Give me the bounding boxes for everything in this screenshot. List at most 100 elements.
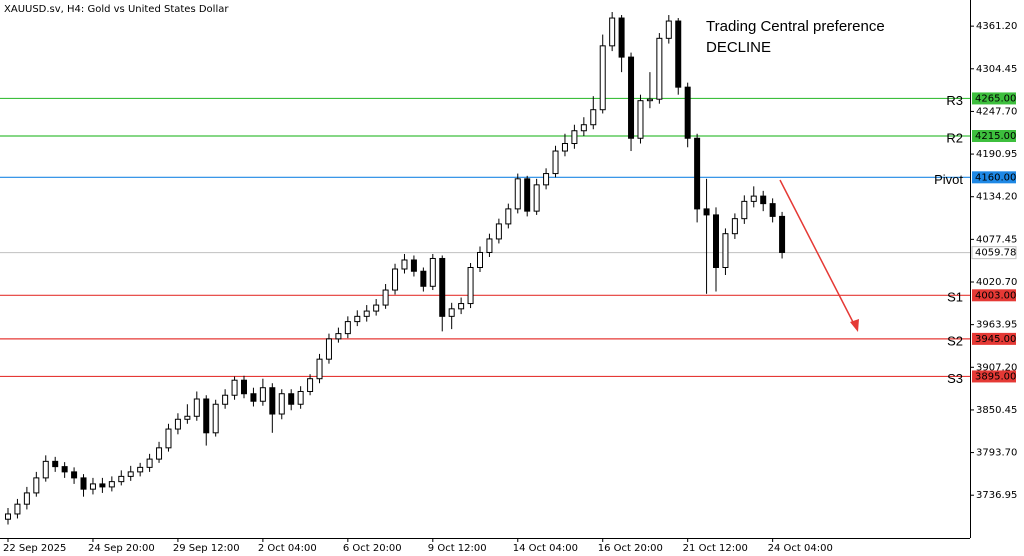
candle-body [392,268,399,291]
candle-body [590,109,597,126]
candle-body [344,321,351,335]
candle-body [458,303,465,310]
candle-body [42,460,49,479]
candle-body [212,403,219,434]
level-name: S2 [947,333,963,348]
candle-body [741,200,748,220]
candle-body [524,178,531,212]
candle-body [448,308,455,317]
candle-body [609,17,616,47]
candle-body [543,173,550,186]
x-tick-label: 14 Oct 04:00 [513,543,578,554]
candle-body [779,215,786,253]
candle-body [335,333,342,340]
candle-body [118,475,125,483]
candle-body [514,178,521,210]
x-tick-label: 21 Oct 12:00 [683,543,748,554]
candle-body [684,86,691,139]
level-value-box [972,289,1016,302]
level-name: R3 [946,93,963,108]
candle-body [486,238,493,253]
candle-body [439,257,446,317]
y-tick-label: 4134.20 [976,192,1017,203]
candle-body [628,56,635,139]
candle-body [193,398,200,417]
x-tick-label: 29 Sep 12:00 [173,543,240,554]
candle-body [580,124,587,132]
candle-body [505,208,512,225]
candle-body [165,428,172,449]
candle-body [297,390,304,405]
candle-body [769,203,776,217]
level-value-label: 4160.00 [975,172,1016,183]
y-tick-label: 3907.20 [976,362,1017,373]
candle-body [750,195,757,202]
candle-body [467,266,474,305]
candle-body [5,513,11,520]
y-tick-label: 3793.70 [976,448,1017,459]
candle-body [760,195,767,205]
candle-body [665,20,672,39]
candle-body [571,130,578,145]
level-value-label: 3895.00 [975,371,1016,382]
x-tick-label: 16 Oct 20:00 [598,543,663,554]
level-value-box [972,332,1016,345]
y-tick-label: 4304.45 [976,64,1017,75]
candle-body [713,214,719,268]
candle-body [250,393,257,402]
last-price-label: 4059.78 [975,248,1016,259]
candle-body [71,471,78,479]
candle-body [99,483,106,488]
y-tick-label: 4247.70 [976,106,1017,117]
candle-body [184,415,191,420]
candle-body [80,477,87,490]
candle-body [429,257,436,287]
candle-body [89,483,96,490]
candle-body [127,471,134,477]
candle-body [146,458,153,468]
candle-body [656,37,663,100]
candle-body [269,387,276,415]
candle-body [722,233,729,268]
candle-body [410,259,417,272]
y-tick-label: 4077.45 [976,234,1017,245]
candle-body [278,393,285,415]
candle-body [382,289,389,306]
y-tick-label: 4361.20 [976,21,1017,32]
candle-body [288,393,295,405]
level-name: S1 [947,290,963,305]
level-value-box [972,370,1016,383]
candle-body [33,477,40,494]
candle-body [477,251,483,268]
candle-body [599,45,606,111]
arrow-head [850,319,859,332]
candle-body [325,338,332,360]
candle-body [259,387,266,402]
x-tick-label: 24 Oct 04:00 [768,543,833,554]
annotation: Trading Central preference [706,18,885,35]
candle-body [373,304,380,312]
candle-body [307,378,314,392]
last-price-box [971,246,1017,260]
candle-body [222,394,229,405]
candle-body [23,492,30,505]
y-tick-label: 3963.95 [976,320,1017,331]
candle-body [14,503,21,515]
y-tick-label: 3736.95 [976,490,1017,501]
candle-body [156,447,163,460]
candle-body [354,315,361,323]
candle-body [533,184,540,212]
level-value-box [972,171,1016,184]
candle-body [316,358,323,380]
level-value-box [972,92,1016,105]
decline-arrow [779,179,859,332]
candle-body [495,223,502,240]
arrow-line [779,179,856,327]
candle-body [363,310,370,317]
candle-body [694,137,701,210]
annotation: DECLINE [706,39,771,56]
level-name: R2 [946,130,963,145]
level-name: S3 [947,371,963,386]
